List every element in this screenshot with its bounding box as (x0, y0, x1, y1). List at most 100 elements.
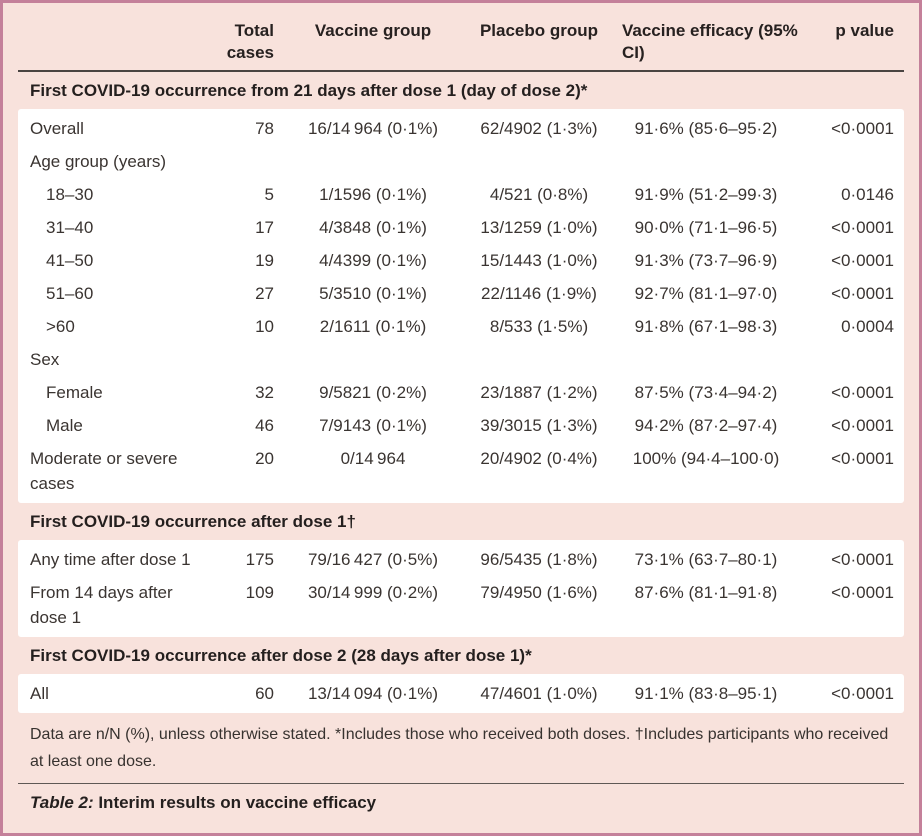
total-cases-value: 32 (255, 383, 274, 402)
total-cases-value: 10 (255, 317, 274, 336)
row-label: Male (46, 416, 83, 435)
table-caption-text: Interim results on vaccine efficacy (93, 793, 377, 812)
placebo-group-value: 4/521 (0·8%) (489, 185, 589, 204)
caption-rule (18, 783, 904, 784)
p-value: <0·0001 (831, 119, 894, 138)
vaccine-efficacy-value: 91·3% (73·7–96·9) (634, 251, 778, 270)
vaccine-efficacy-value: 100% (94·4–100·0) (632, 449, 780, 468)
vaccine-group-value: 13/14 094 (0·1%) (307, 684, 439, 703)
table-row: All 60 13/14 094 (0·1%) 47/4601 (1·0%) 9… (18, 677, 904, 710)
table-row: Female 32 9/5821 (0·2%) 23/1887 (1·2%) 8… (18, 376, 904, 409)
col-header-p-value: p value (835, 21, 894, 40)
p-value: 0·0146 (841, 185, 894, 204)
p-value: <0·0001 (831, 449, 894, 468)
table-subheader-row: Age group (years) (18, 145, 904, 178)
table-row: Overall 78 16/14 964 (0·1%) 62/4902 (1·3… (18, 112, 904, 145)
total-cases-value: 46 (255, 416, 274, 435)
table-footnote: Data are n/N (%), unless otherwise state… (30, 726, 889, 770)
p-value: 0·0004 (841, 317, 894, 336)
placebo-group-value: 96/5435 (1·8%) (480, 550, 598, 569)
placebo-group-value: 47/4601 (1·0%) (480, 684, 598, 703)
placebo-group-value: 20/4902 (0·4%) (480, 449, 598, 468)
table-row: Any time after dose 1 175 79/16 427 (0·5… (18, 543, 904, 576)
vaccine-group-value: 4/4399 (0·1%) (319, 251, 427, 270)
row-label: Female (46, 383, 103, 402)
vaccine-group-value: 5/3510 (0·1%) (319, 284, 427, 303)
row-label: Moderate or severe cases (30, 449, 178, 493)
placebo-group-value: 39/3015 (1·3%) (480, 416, 598, 435)
table-caption-label: Table 2: (30, 793, 94, 812)
column-header-row: Total cases Vaccine group Placebo group … (18, 3, 904, 70)
p-value: <0·0001 (831, 218, 894, 237)
placebo-group-value: 79/4950 (1·6%) (480, 583, 598, 602)
table-row: From 14 days after dose 1 109 30/14 999 … (18, 576, 904, 634)
vaccine-efficacy-value: 94·2% (87·2–97·4) (634, 416, 778, 435)
table-row: 51–60 27 5/3510 (0·1%) 22/1146 (1·9%) 92… (18, 277, 904, 310)
vaccine-group-value: 4/3848 (0·1%) (319, 218, 427, 237)
section-body: All 60 13/14 094 (0·1%) 47/4601 (1·0%) 9… (18, 674, 904, 713)
vaccine-efficacy-value: 73·1% (63·7–80·1) (634, 550, 778, 569)
total-cases-value: 60 (255, 684, 274, 703)
vaccine-efficacy-value: 91·6% (85·6–95·2) (634, 119, 778, 138)
vaccine-group-value: 1/1596 (0·1%) (319, 185, 427, 204)
row-label: 51–60 (46, 284, 94, 303)
total-cases-value: 27 (255, 284, 274, 303)
col-header-total-cases: Total cases (226, 21, 274, 62)
placebo-group-value: 8/533 (1·5%) (489, 317, 589, 336)
vaccine-efficacy-value: 87·6% (81·1–91·8) (634, 583, 778, 602)
vaccine-efficacy-value: 91·9% (51·2–99·3) (634, 185, 778, 204)
vaccine-efficacy-value: 91·8% (67·1–98·3) (634, 317, 778, 336)
table-row: Male 46 7/9143 (0·1%) 39/3015 (1·3%) 94·… (18, 409, 904, 442)
row-label: 41–50 (46, 251, 94, 270)
total-cases-value: 5 (264, 185, 274, 204)
vaccine-group-value: 7/9143 (0·1%) (319, 416, 427, 435)
vaccine-group-value: 2/1611 (0·1%) (319, 317, 427, 336)
row-label: Sex (30, 350, 60, 369)
p-value: <0·0001 (831, 251, 894, 270)
section-header: First COVID-19 occurrence after dose 1† (30, 511, 356, 531)
row-label: Age group (years) (30, 152, 167, 171)
placebo-group-value: 62/4902 (1·3%) (480, 119, 598, 138)
row-label: 31–40 (46, 218, 94, 237)
total-cases-value: 78 (255, 119, 274, 138)
header-rule (18, 70, 904, 72)
table-row: 41–50 19 4/4399 (0·1%) 15/1443 (1·0%) 91… (18, 244, 904, 277)
row-label: >60 (46, 317, 75, 336)
vaccine-efficacy-value: 87·5% (73·4–94·2) (634, 383, 778, 402)
vaccine-efficacy-value: 90·0% (71·1–96·5) (634, 218, 778, 237)
total-cases-value: 109 (245, 583, 274, 602)
total-cases-value: 175 (245, 550, 274, 569)
p-value: <0·0001 (831, 684, 894, 703)
vaccine-efficacy-value: 92·7% (81·1–97·0) (634, 284, 778, 303)
p-value: <0·0001 (831, 416, 894, 435)
total-cases-value: 20 (255, 449, 274, 468)
p-value: <0·0001 (831, 383, 894, 402)
row-label: All (30, 684, 49, 703)
row-label: From 14 days after dose 1 (30, 583, 173, 627)
vaccine-group-value: 9/5821 (0·2%) (319, 383, 427, 402)
table-caption: Table 2: Interim results on vaccine effi… (18, 793, 904, 813)
placebo-group-value: 23/1887 (1·2%) (480, 383, 598, 402)
vaccine-group-value: 0/14 964 (340, 449, 406, 468)
row-label: Any time after dose 1 (30, 550, 191, 569)
p-value: <0·0001 (831, 550, 894, 569)
placebo-group-value: 15/1443 (1·0%) (480, 251, 598, 270)
table-subheader-row: Sex (18, 343, 904, 376)
col-header-placebo-group: Placebo group (479, 21, 599, 40)
col-header-vaccine-efficacy: Vaccine efficacy (95% CI) (622, 21, 798, 62)
col-header-vaccine-group: Vaccine group (314, 21, 432, 40)
vaccine-group-value: 79/16 427 (0·5%) (307, 550, 439, 569)
section-header: First COVID-19 occurrence after dose 2 (… (30, 645, 532, 665)
section-body: Overall 78 16/14 964 (0·1%) 62/4902 (1·3… (18, 109, 904, 503)
section-header: First COVID-19 occurrence from 21 days a… (30, 80, 588, 100)
row-label: Overall (30, 119, 84, 138)
p-value: <0·0001 (831, 583, 894, 602)
placebo-group-value: 22/1146 (1·9%) (481, 284, 597, 303)
table-row: 31–40 17 4/3848 (0·1%) 13/1259 (1·0%) 90… (18, 211, 904, 244)
vaccine-efficacy-value: 91·1% (83·8–95·1) (634, 684, 778, 703)
vaccine-group-value: 16/14 964 (0·1%) (307, 119, 439, 138)
table-row: Moderate or severe cases 20 0/14 964 20/… (18, 442, 904, 500)
total-cases-value: 17 (255, 218, 274, 237)
total-cases-value: 19 (255, 251, 274, 270)
